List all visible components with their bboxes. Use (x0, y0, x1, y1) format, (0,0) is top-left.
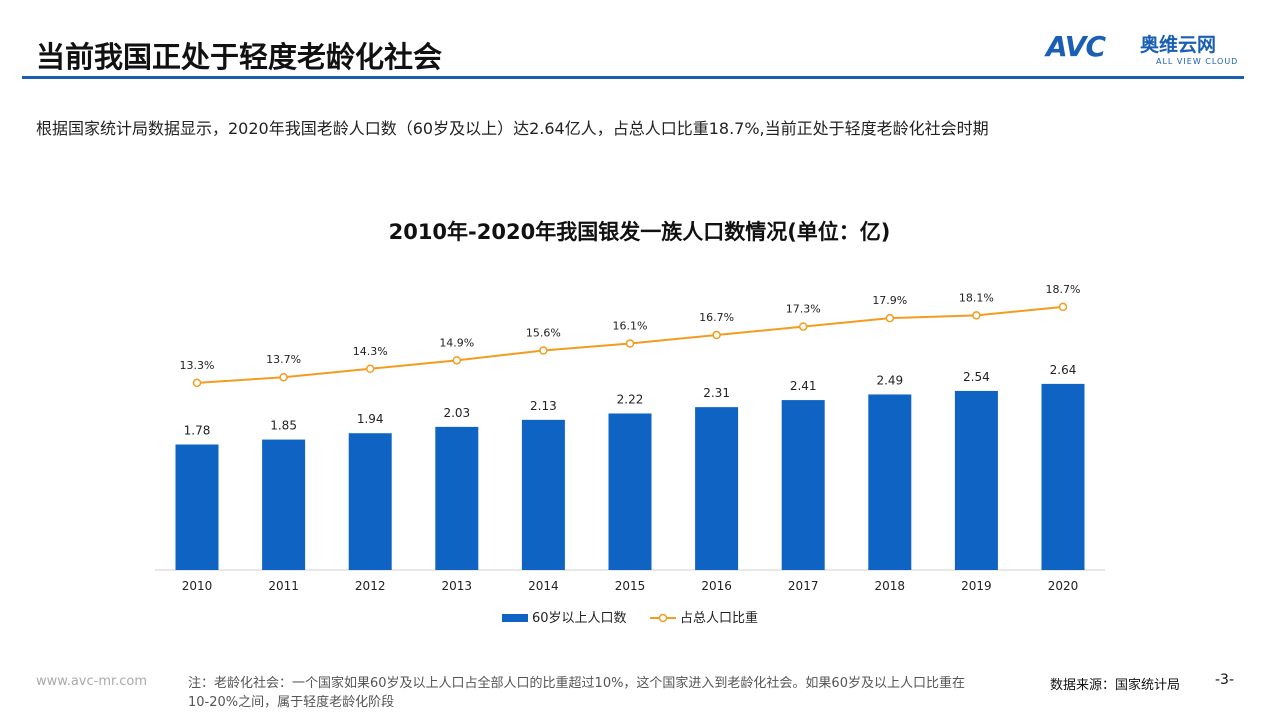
bar-label: 2.03 (443, 406, 470, 420)
line-point (972, 311, 981, 320)
data-source: 数据来源：国家统计局 (1050, 678, 1181, 693)
line-point (539, 346, 548, 355)
bar (868, 394, 912, 570)
line-label: 14.9% (439, 336, 474, 349)
bar (435, 426, 479, 570)
line-point (798, 322, 808, 331)
line-point (192, 378, 202, 388)
logo: AVC (1046, 30, 1106, 63)
x-tick-label: 2015 (615, 579, 646, 593)
bar (954, 390, 998, 570)
bar-label: 1.78 (184, 424, 211, 438)
line-label: 13.3% (180, 359, 215, 372)
x-tick-label: 2012 (355, 579, 386, 593)
line-label: 16.1% (613, 319, 648, 332)
line-label: 15.6% (526, 327, 561, 340)
chart-title: 2010年-2020年我国银发一族人口数情况(单位：亿) (388, 220, 891, 244)
bar-label: 2.41 (790, 379, 817, 393)
line-point (712, 330, 721, 340)
line-point (885, 313, 895, 323)
bar (262, 439, 306, 570)
line-point (279, 372, 288, 382)
x-tick-label: 2020 (1048, 579, 1079, 593)
x-tick-label: 2013 (442, 579, 473, 593)
bar-label: 2.54 (963, 370, 990, 384)
x-tick-label: 2014 (528, 579, 559, 593)
bar (781, 400, 825, 570)
bar-label: 1.85 (270, 419, 297, 433)
bar-label: 1.94 (357, 412, 384, 426)
line-label: 14.3% (353, 345, 388, 358)
bar (521, 419, 565, 570)
bar-label: 2.13 (530, 399, 557, 413)
logo-cn: 奥维云网 (1140, 34, 1217, 56)
footer-url[interactable]: www.avc-mr.com (36, 674, 148, 689)
bar (695, 407, 739, 570)
subtitle: 根据国家统计局数据显示，2020年我国老龄人口数（60岁及以上）达2.64亿人，… (36, 119, 989, 138)
line-label: 17.9% (872, 294, 907, 307)
page-title: 当前我国正处于轻度老龄化社会 (36, 40, 443, 74)
line-label: 18.7% (1046, 283, 1081, 296)
x-tick-label: 2019 (961, 579, 992, 593)
bar (608, 413, 652, 570)
page-number: -3- (1215, 672, 1235, 688)
line-point (625, 339, 635, 348)
legend-line-marker (658, 613, 668, 623)
bar (348, 433, 392, 570)
logo-en: ALL VIEW CLOUD (1156, 57, 1239, 66)
bar-label: 2.64 (1050, 363, 1077, 377)
bar-label: 2.22 (617, 392, 644, 406)
x-tick-label: 2017 (788, 579, 819, 593)
x-tick-label: 2011 (268, 579, 299, 593)
line-label: 13.7% (266, 353, 301, 366)
legend-bar-swatch (502, 614, 528, 622)
line-label: 17.3% (786, 303, 821, 316)
line-label: 18.1% (959, 291, 994, 304)
line-point (1058, 302, 1068, 312)
line-point (452, 356, 462, 365)
line-label: 16.7% (699, 311, 734, 324)
header-divider (22, 76, 1244, 79)
legend-line-label: 占总人口比重 (680, 610, 758, 626)
legend-bar-label: 60岁以上人口数 (532, 611, 627, 626)
bar (175, 444, 219, 570)
x-tick-label: 2010 (182, 579, 213, 593)
bar-label: 2.49 (876, 373, 903, 387)
x-tick-label: 2016 (701, 579, 732, 593)
bar (1041, 383, 1085, 570)
line-point (365, 364, 375, 374)
footer-note: 注：老龄化社会：一个国家如果60岁及以上人口占全部人口的比重超过10%，这个国家… (188, 676, 965, 710)
bar-label: 2.31 (703, 386, 730, 400)
x-tick-label: 2018 (875, 579, 906, 593)
